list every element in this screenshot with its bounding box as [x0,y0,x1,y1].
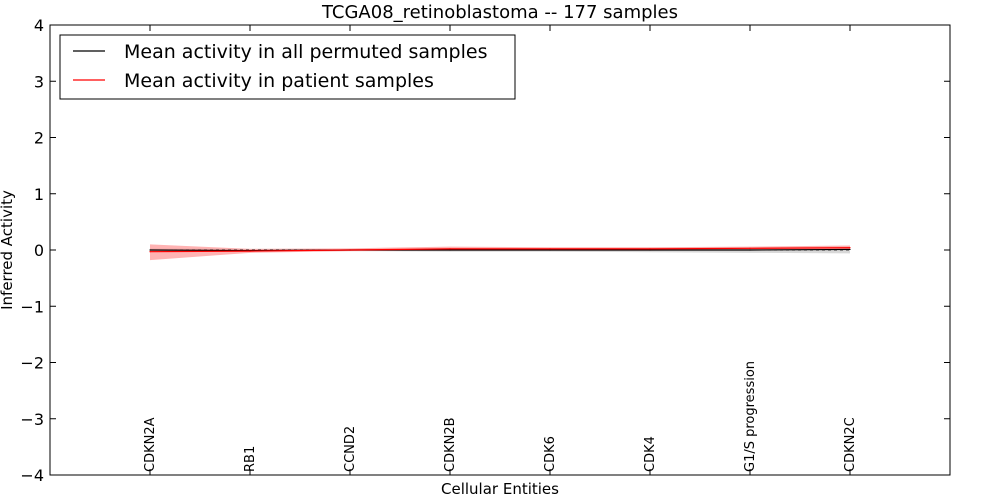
y-tick-label: 0 [34,241,44,260]
axis-ticks [50,24,950,476]
y-tick-label: −1 [20,297,44,316]
point-series-1-3 [449,248,451,250]
legend-frame [59,34,516,100]
point-series-1-6 [749,247,751,249]
point-series-0-7 [849,248,851,251]
point-series-0-3 [449,249,451,251]
x-tick-label: CDKN2C [843,417,858,472]
point-series-0-5 [649,249,651,251]
point-series-1-7 [849,247,851,249]
x-tick-labels: CDKN2A RB1 CCND2 CDKN2B CDK6 CDK4 G1/S progres… [143,361,858,472]
chart-title: TCGA08_retinoblastoma -- 177 samples [321,2,678,23]
x-tick-label: CDKN2B [443,417,458,472]
y-tick-label: 3 [34,72,44,91]
legend-label-permuted: Mean activity in all permuted samples [124,41,487,63]
point-series-1-0 [149,251,151,253]
y-tick-label: 1 [34,185,44,204]
point-series-0-6 [749,249,751,251]
x-tick-label: G1/S progression [743,361,758,472]
legend: Mean activity in all permuted samples Me… [59,34,516,100]
line-series-1 [149,247,851,253]
point-series-1-4 [549,248,551,250]
confidence-bands [150,244,850,261]
x-tick-label: CDK4 [643,436,658,472]
point-series-1-5 [649,248,651,250]
y-tick-label: −4 [20,466,44,485]
series-lines [149,247,851,253]
point-series-1-1 [249,250,251,252]
point-series-0-4 [549,249,551,251]
x-tick-label: CDKN2A [143,417,158,472]
legend-label-patient: Mean activity in patient samples [124,70,434,92]
y-tick-labels: 4 3 2 1 0 −1 −2 −3 −4 [20,16,44,485]
y-tick-label: −2 [20,354,44,373]
point-series-0-0 [149,249,151,251]
x-tick-label: CCND2 [343,426,358,472]
x-tick-label: RB1 [243,446,258,472]
y-tick-label: −3 [20,410,44,429]
point-series-1-2 [349,249,351,251]
x-axis-label: Cellular Entities [441,480,559,498]
x-tick-label: CDK6 [543,436,558,472]
y-tick-label: 2 [34,129,44,148]
y-tick-label: 4 [34,16,44,35]
y-axis-label: Inferred Activity [0,190,16,310]
